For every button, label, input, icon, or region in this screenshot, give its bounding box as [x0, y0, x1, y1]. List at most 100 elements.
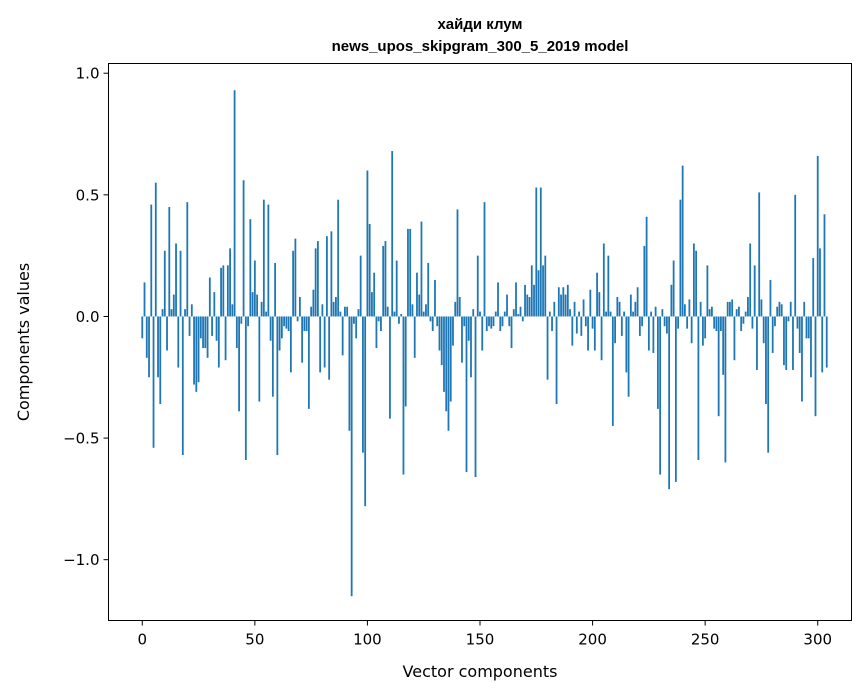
- x-tick-label: 300: [803, 631, 832, 649]
- bar: [357, 309, 360, 317]
- bar: [418, 294, 421, 317]
- bar: [731, 299, 734, 317]
- bar: [530, 265, 533, 317]
- bar: [810, 316, 812, 378]
- bar: [580, 316, 583, 336]
- bar: [674, 316, 677, 482]
- bar: [776, 306, 779, 317]
- bar: [629, 294, 632, 317]
- bar: [587, 316, 589, 351]
- bar: [395, 260, 398, 317]
- y-tick-label: −0.5: [63, 430, 99, 448]
- bar: [292, 250, 295, 317]
- bar: [729, 301, 731, 317]
- bar: [211, 316, 213, 336]
- bar: [825, 316, 828, 368]
- bar: [199, 316, 202, 339]
- bar: [607, 255, 610, 317]
- bar: [519, 306, 522, 317]
- y-axis-ticks: −1.0 −0.5 0.0 0.5 1.0: [63, 65, 109, 569]
- bar: [627, 316, 630, 397]
- bar: [148, 316, 150, 378]
- bar: [172, 294, 175, 317]
- bar: [510, 316, 513, 349]
- bar: [803, 301, 806, 317]
- bar: [411, 304, 414, 317]
- bar: [449, 316, 452, 402]
- bar: [364, 316, 367, 507]
- bar: [175, 243, 177, 317]
- bar: [262, 199, 265, 317]
- bar: [645, 216, 648, 317]
- bar: [188, 316, 191, 336]
- bar: [735, 309, 738, 317]
- bar: [598, 292, 601, 317]
- bar: [321, 304, 324, 317]
- bar: [348, 316, 351, 431]
- bar: [323, 316, 326, 368]
- bar: [269, 316, 272, 341]
- bar: [220, 267, 222, 317]
- bar: [303, 316, 306, 332]
- bar: [307, 316, 310, 409]
- bar: [206, 316, 209, 358]
- bar: [575, 316, 578, 334]
- bar: [398, 316, 400, 324]
- bar: [553, 301, 556, 317]
- bar: [143, 282, 146, 317]
- bar: [823, 214, 826, 317]
- bar: [312, 289, 315, 317]
- bar: [652, 316, 655, 353]
- bar: [533, 284, 535, 317]
- bar: [422, 311, 425, 317]
- bar: [316, 241, 319, 317]
- bar: [479, 311, 481, 317]
- bar: [796, 316, 799, 329]
- bar: [283, 316, 286, 327]
- bar: [244, 316, 247, 460]
- bar: [521, 316, 524, 322]
- bar: [733, 316, 736, 361]
- bar: [488, 316, 490, 327]
- bar: [452, 316, 454, 346]
- bar: [242, 180, 245, 317]
- bar: [416, 272, 418, 317]
- bar: [425, 304, 427, 317]
- bar: [276, 316, 279, 456]
- bar: [454, 301, 457, 317]
- bar: [499, 316, 502, 332]
- chart-title: хайди клум: [437, 16, 522, 33]
- bar: [186, 202, 189, 317]
- bar: [515, 282, 517, 317]
- bar: [672, 260, 675, 317]
- bar: [247, 316, 249, 327]
- bar: [798, 316, 801, 353]
- bar: [506, 294, 508, 317]
- bar: [690, 316, 693, 344]
- bar: [726, 301, 729, 317]
- bar: [339, 311, 342, 317]
- bar: [222, 265, 225, 317]
- bar: [238, 316, 240, 412]
- bar: [634, 301, 637, 317]
- bar: [393, 311, 396, 317]
- bar: [217, 316, 220, 368]
- bar: [407, 228, 409, 317]
- bar: [177, 316, 180, 368]
- y-tick-label: 0.5: [76, 186, 100, 204]
- bar: [366, 170, 369, 317]
- bar: [807, 316, 810, 339]
- bar: [654, 306, 657, 317]
- bar: [647, 316, 650, 351]
- x-tick-label: 250: [691, 631, 720, 649]
- bar: [706, 265, 709, 317]
- bar: [344, 306, 346, 317]
- bar: [141, 316, 144, 339]
- bar: [602, 243, 605, 317]
- bar: [429, 316, 432, 322]
- bar: [677, 316, 680, 329]
- bar: [258, 316, 261, 402]
- bar: [161, 309, 164, 317]
- bar: [438, 316, 441, 351]
